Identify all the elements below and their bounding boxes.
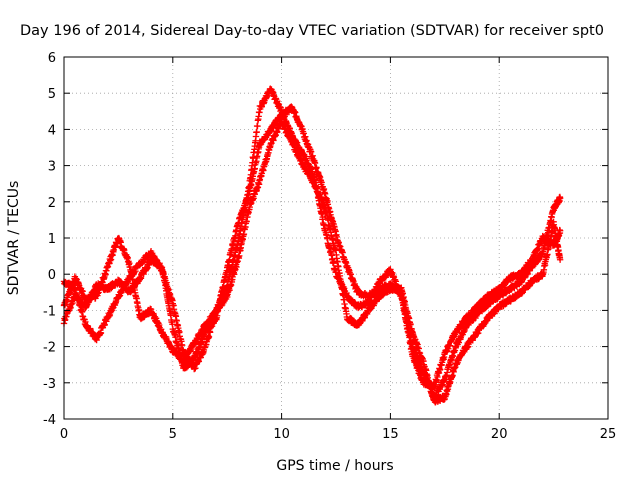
series-track-a (60, 103, 564, 401)
data-point (330, 260, 337, 267)
y-tick-label: -2 (43, 341, 56, 356)
y-axis-label: SDTVAR / TECUs (6, 181, 22, 296)
x-tick-label: 5 (169, 427, 177, 442)
y-tick-label: 6 (48, 51, 56, 66)
data-points (60, 85, 564, 406)
data-point (254, 122, 261, 130)
y-tick-label: 0 (48, 268, 56, 283)
data-point (319, 213, 326, 221)
data-point (253, 128, 260, 136)
data-point (250, 155, 257, 162)
data-point (407, 340, 414, 347)
data-point (249, 159, 256, 166)
data-point (311, 171, 318, 178)
y-tick-label: 5 (48, 87, 56, 102)
x-tick-label: 0 (60, 427, 68, 442)
x-tick-label: 20 (491, 427, 508, 442)
data-point (246, 183, 253, 190)
y-tick-label: -1 (43, 304, 56, 319)
y-tick-label: 3 (48, 160, 56, 175)
series-track-c (60, 85, 564, 392)
y-tick-label: 1 (48, 232, 56, 247)
y-tick-label: 2 (48, 196, 56, 211)
data-point (556, 227, 564, 234)
series-track-b (60, 118, 564, 406)
data-point (556, 256, 564, 263)
x-tick-label: 15 (382, 427, 399, 442)
y-tick-label: -4 (43, 413, 56, 428)
x-tick-label: 25 (600, 427, 617, 442)
data-point (256, 109, 263, 116)
data-point (556, 194, 564, 202)
chart-title: Day 196 of 2014, Sidereal Day-to-day VTE… (20, 23, 604, 39)
x-tick-label: 10 (273, 427, 290, 442)
x-axis-label: GPS time / hours (276, 458, 393, 474)
axis-ticks: 0 5 10 15 20 25 -4 -3 -2 -1 0 1 2 3 4 5 6 (43, 51, 616, 442)
y-tick-label: -3 (43, 377, 56, 392)
y-tick-label: 4 (48, 123, 56, 138)
